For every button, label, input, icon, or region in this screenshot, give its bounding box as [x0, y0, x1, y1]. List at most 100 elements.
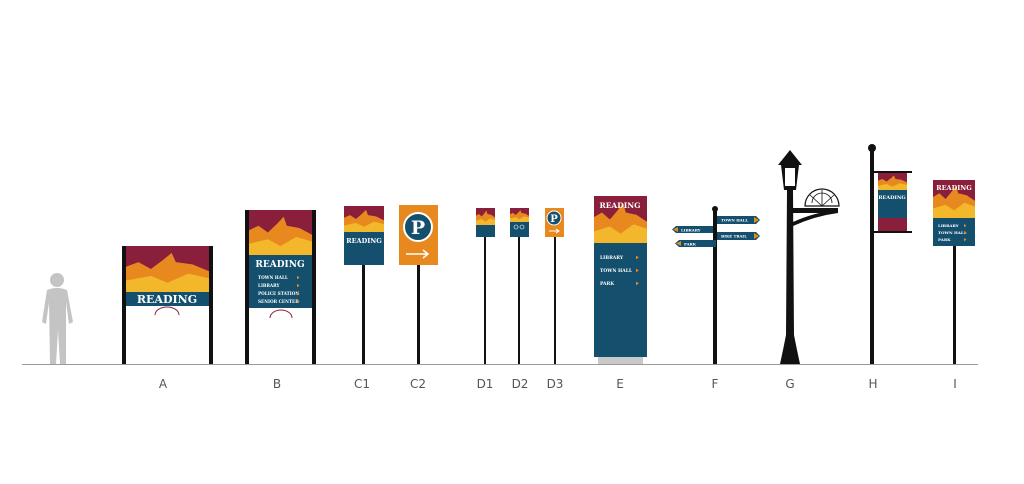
- arrow: [406, 249, 430, 259]
- lantern-glass: [785, 168, 795, 186]
- post-cap: [868, 144, 876, 152]
- skyline-light: [126, 273, 209, 292]
- sign-text: READING: [137, 293, 197, 306]
- skyline-light: [933, 202, 975, 218]
- panel: [933, 218, 975, 246]
- arrow: [964, 231, 967, 235]
- sign-text: P: [550, 214, 558, 225]
- skyline-light: [878, 183, 907, 190]
- lamp-post: [778, 150, 840, 364]
- blade: [675, 240, 716, 247]
- p-circle: [546, 210, 562, 226]
- emblem-lines: [809, 190, 835, 207]
- blade: [672, 226, 713, 233]
- sign-label: H: [868, 377, 877, 391]
- lamp-body: [780, 190, 800, 364]
- post: [312, 210, 316, 364]
- arrow: [636, 281, 639, 286]
- bracket: [874, 231, 912, 233]
- bracket: [874, 171, 912, 173]
- panel-base: [598, 357, 643, 364]
- sign-label: D2: [512, 377, 529, 391]
- sign-text: POLICE STATION: [258, 291, 299, 296]
- lamp-arm: [793, 208, 838, 213]
- arrow: [297, 291, 300, 296]
- post: [484, 237, 486, 364]
- sign-text: TOWN HALL: [938, 230, 967, 235]
- post: [209, 246, 213, 364]
- panel: [878, 190, 907, 218]
- sign-label: G: [785, 377, 794, 391]
- post: [245, 210, 249, 364]
- bike-icon: [513, 224, 519, 230]
- skyline-light: [344, 221, 384, 232]
- arrow: [297, 283, 300, 288]
- arrow: [673, 227, 678, 232]
- sign-text: PARK: [684, 242, 697, 247]
- arrow: [636, 255, 639, 260]
- bike-icon: [519, 224, 525, 230]
- sign-label: D3: [547, 377, 564, 391]
- sign-text: READING: [936, 184, 972, 192]
- sign-label: F: [712, 377, 719, 391]
- sign-text: LIBRARY: [938, 223, 959, 228]
- panel: [249, 255, 312, 308]
- arrow: [754, 233, 759, 239]
- sign-text: LIBRARY: [258, 283, 281, 288]
- sign-text: READING: [878, 195, 905, 201]
- lamp-arm-curve: [793, 210, 838, 226]
- sign-text: SENIOR CENTER: [258, 299, 299, 304]
- panel: [344, 232, 384, 265]
- sign-text: READING: [599, 201, 640, 210]
- blade: [717, 216, 760, 224]
- sign-label: A: [159, 377, 168, 391]
- arrow: [297, 299, 300, 304]
- panel-base: [249, 308, 312, 318]
- post-cap: [712, 206, 718, 212]
- panel: [126, 292, 209, 306]
- panel: [878, 218, 907, 231]
- sign-text: READING: [255, 260, 304, 270]
- sign-text: BIKE TRAIL: [721, 234, 747, 239]
- sign-label: D1: [477, 377, 494, 391]
- post: [518, 237, 520, 364]
- sign-text: P: [411, 217, 425, 239]
- p-circle: [403, 212, 433, 242]
- emblem: [154, 306, 180, 316]
- blade: [717, 232, 760, 240]
- sign-label: C1: [354, 377, 370, 391]
- arrow: [676, 241, 681, 246]
- sign-text: TOWN HALL: [721, 218, 748, 223]
- post: [953, 246, 956, 364]
- panel: [594, 243, 647, 357]
- sign-text: LIBRARY: [681, 228, 701, 233]
- post: [122, 246, 126, 364]
- sign-text: READING: [346, 237, 382, 245]
- arrow: [964, 224, 967, 228]
- emblem: [269, 309, 293, 319]
- person-silhouette: [42, 273, 73, 364]
- arrow: [964, 238, 967, 242]
- arrow: [636, 268, 639, 273]
- skyline-light: [476, 218, 495, 225]
- sign-label: B: [273, 377, 281, 391]
- panel-base: [126, 306, 209, 315]
- post: [554, 237, 556, 364]
- post: [870, 150, 874, 364]
- post: [713, 210, 717, 364]
- sign-label: C2: [410, 377, 426, 391]
- sign-text: PARK: [600, 281, 615, 287]
- panel: [476, 225, 495, 237]
- sign-text: TOWN HALL: [258, 275, 288, 280]
- sign-label: I: [953, 377, 957, 391]
- post: [417, 265, 420, 364]
- sign-text: TOWN HALL: [600, 268, 633, 274]
- arrow: [754, 217, 759, 223]
- skyline-light: [249, 237, 312, 255]
- sign-label: E: [616, 377, 624, 391]
- post: [362, 265, 365, 364]
- arrow: [549, 228, 560, 234]
- sign-text: PARK: [938, 237, 951, 242]
